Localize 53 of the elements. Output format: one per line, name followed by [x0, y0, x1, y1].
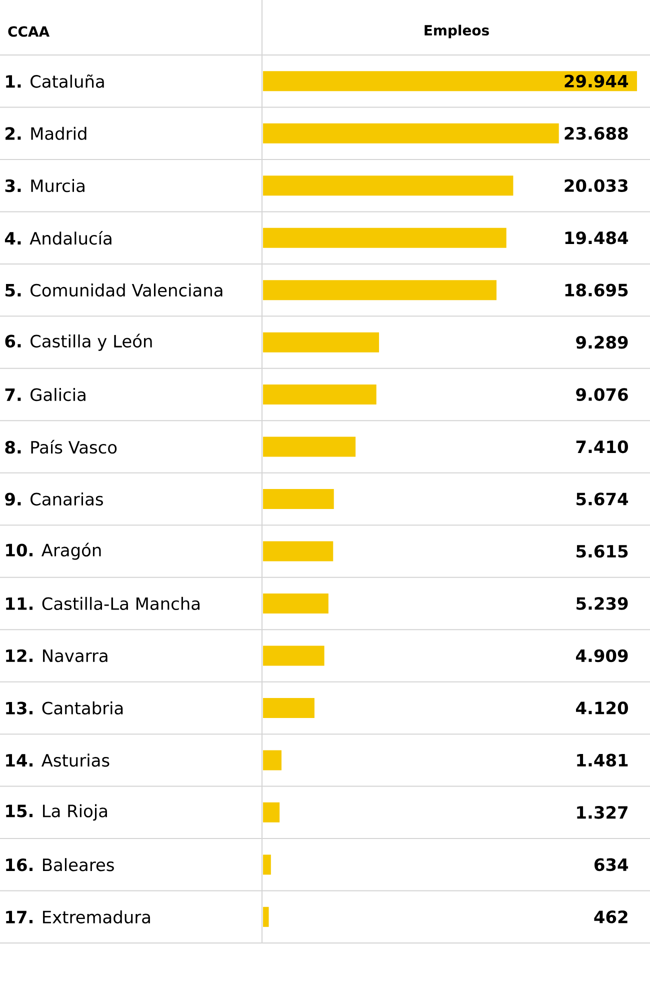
bar: [263, 646, 324, 666]
y-tick-label: 4. Andalucía: [4, 230, 112, 245]
y-tick-label: 15. La Rioja: [6, 804, 107, 821]
bar: [263, 123, 559, 144]
data-label: 5.239: [576, 597, 628, 610]
y-tick-label: 1. Cataluña: [6, 74, 104, 88]
y-tick-label: 2. Madrid: [6, 126, 86, 140]
bar: [263, 541, 334, 562]
data-label: 634: [594, 858, 628, 872]
bar: [263, 489, 334, 510]
y-tick-label: 16. Baleares: [6, 858, 114, 872]
y-tick-label: 11. Castilla-La Mancha: [6, 596, 200, 610]
bar: [263, 332, 380, 352]
y-tick-label: 3. Murcia: [5, 179, 84, 192]
bar: [263, 176, 514, 196]
bar: [263, 750, 282, 770]
y-tick-label: 13. Cantabria: [6, 701, 123, 715]
y-tick-label: 6. Castilla y León: [5, 334, 152, 351]
data-label: 5.615: [576, 544, 628, 558]
data-label: 4.120: [576, 702, 628, 714]
data-label: 18.695: [565, 284, 628, 296]
y-tick-label: 14. Asturias: [6, 754, 110, 767]
data-label: 1.481: [577, 754, 628, 767]
bar: [263, 854, 271, 875]
data-label: 4.909: [576, 649, 628, 662]
bar: [263, 698, 314, 718]
y-tick-label: 12. Navarra: [6, 649, 108, 662]
data-label: 20.033: [564, 179, 628, 192]
y-tick-label: 17. Extremadura: [6, 910, 150, 924]
data-label: 1.327: [577, 806, 628, 819]
data-label: 23.688: [564, 126, 628, 140]
data-label: 5.674: [576, 492, 628, 506]
y-tick-label: 7. Galicia: [5, 388, 86, 402]
data-label: 462: [594, 910, 628, 924]
data-label: 9.289: [576, 336, 628, 349]
bar: [263, 906, 269, 927]
bar: [263, 71, 637, 92]
bar: [263, 802, 280, 822]
y-tick-label: 5. Comunidad Valenciana: [6, 284, 222, 297]
data-label: 29.944: [564, 74, 628, 88]
y-tick-label: 9. Canarias: [5, 492, 103, 506]
bar: [263, 384, 376, 405]
data-label: 9.076: [576, 388, 628, 401]
bar: [263, 593, 328, 614]
data-label: 7.410: [576, 440, 628, 454]
bar: [263, 280, 496, 300]
y-axis-title: CCAA: [8, 26, 50, 37]
bar: [263, 228, 506, 248]
x-axis-title: Empleos: [424, 24, 489, 38]
bar: [263, 436, 356, 457]
y-tick-label: 10. Aragón: [6, 542, 101, 560]
data-label: 19.484: [565, 231, 628, 244]
y-tick-label: 8. País Vasco: [5, 440, 117, 454]
